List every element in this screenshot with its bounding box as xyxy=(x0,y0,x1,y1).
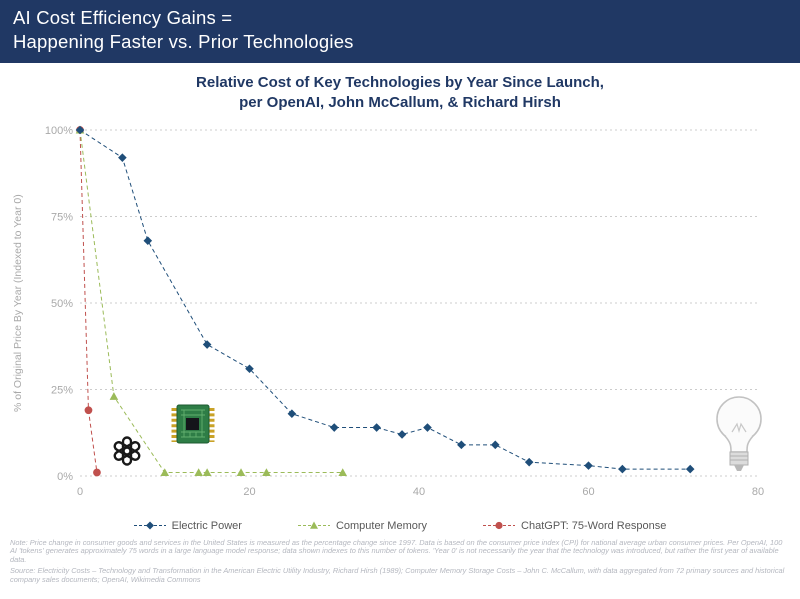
series-line xyxy=(79,129,691,470)
marker-diamond xyxy=(143,236,153,245)
marker-triangle xyxy=(109,391,119,400)
marker-triangle xyxy=(309,521,318,529)
legend-marker xyxy=(483,521,516,530)
x-tick-label: 40 xyxy=(413,486,425,498)
x-tick-label: 0 xyxy=(77,486,83,498)
chart-canvas: 0% 25% 50% 75% 100% 0 20 40 60 80 xyxy=(45,125,764,498)
chart-legend: Electric Power Computer Memory ChatGPT: 75… xyxy=(0,518,800,534)
footnote: Note: Price change in consumer goods and… xyxy=(10,537,783,565)
y-tick-label: 100% xyxy=(45,125,73,137)
chart: % of Original Price By Year (Indexed to … xyxy=(12,116,790,516)
marker-diamond xyxy=(457,440,466,449)
y-tick-label: 25% xyxy=(51,384,73,396)
marker-diamond xyxy=(423,422,432,432)
chip-pins xyxy=(171,407,215,442)
y-tick-label: 50% xyxy=(51,298,73,310)
marker-diamond xyxy=(287,409,297,418)
marker-diamond xyxy=(329,422,339,432)
marker-diamond xyxy=(618,464,627,473)
openai-logo xyxy=(113,435,141,466)
source-note: Source: Electricity Costs – Technology a… xyxy=(10,566,785,585)
slide-body: Relative Cost of Key Technologies by Yea… xyxy=(0,63,800,585)
y-tick-label: 0% xyxy=(57,471,73,483)
legend-item-circle: ChatGPT: 75-Word Response xyxy=(483,520,666,532)
openai-logo-icon xyxy=(112,435,142,471)
chart-title-line1: Relative Cost of Key Technologies by Yea… xyxy=(196,74,604,92)
marker-triangle xyxy=(338,467,348,476)
x-tick-label: 80 xyxy=(752,486,764,498)
legend-item-triangle: Computer Memory xyxy=(297,519,428,532)
bulb-glass xyxy=(716,395,762,453)
header-title-line2: Happening Faster vs. Prior Technologies xyxy=(13,31,354,53)
memory-chip-icon xyxy=(170,402,216,451)
marker-diamond xyxy=(685,464,695,473)
legend-marker xyxy=(133,521,166,530)
bulb-base xyxy=(729,451,749,471)
marker-diamond xyxy=(584,460,593,470)
chip-body xyxy=(176,404,210,444)
openai-knot xyxy=(113,435,141,466)
legend-label: ChatGPT: 75-Word Response xyxy=(521,519,667,532)
marker-diamond xyxy=(245,364,254,373)
marker-diamond xyxy=(75,125,85,134)
marker-diamond xyxy=(118,152,127,162)
marker-triangle xyxy=(236,467,246,476)
marker-triangle xyxy=(194,467,203,476)
marker-diamond xyxy=(202,339,212,349)
marker-triangle xyxy=(262,467,271,476)
series-line xyxy=(79,129,98,473)
light-bulb-icon xyxy=(712,394,766,479)
marker-diamond xyxy=(490,440,500,449)
marker-diamond xyxy=(397,429,407,439)
x-tick-label: 20 xyxy=(243,486,255,498)
header-title-line1: AI Cost Efficiency Gains = xyxy=(13,7,233,28)
light-bulb xyxy=(716,395,762,471)
slide-header: AI Cost Efficiency Gains = Happening Fas… xyxy=(0,0,800,64)
legend-label: Electric Power xyxy=(171,519,242,532)
legend-marker xyxy=(297,521,330,529)
chart-title: Relative Cost of Key Technologies by Yea… xyxy=(0,73,800,114)
marker-diamond xyxy=(524,457,534,467)
marker-diamond xyxy=(145,521,154,530)
marker-circle xyxy=(84,405,93,414)
marker-diamond xyxy=(372,422,381,432)
y-axis-title: % of Original Price By Year (Indexed to … xyxy=(12,193,24,412)
series-line xyxy=(79,129,343,473)
legend-item-diamond: Electric Power xyxy=(133,519,242,532)
y-tick-label: 75% xyxy=(51,211,73,223)
marker-triangle xyxy=(160,467,170,476)
marker-circle xyxy=(93,468,101,477)
marker-circle xyxy=(495,521,503,530)
legend-label: Computer Memory xyxy=(335,519,428,532)
chart-title-line2: per OpenAI, John McCallum, & Richard Hir… xyxy=(239,94,561,112)
marker-triangle xyxy=(202,467,212,476)
memory-chip xyxy=(171,404,215,444)
x-tick-label: 60 xyxy=(582,486,594,498)
